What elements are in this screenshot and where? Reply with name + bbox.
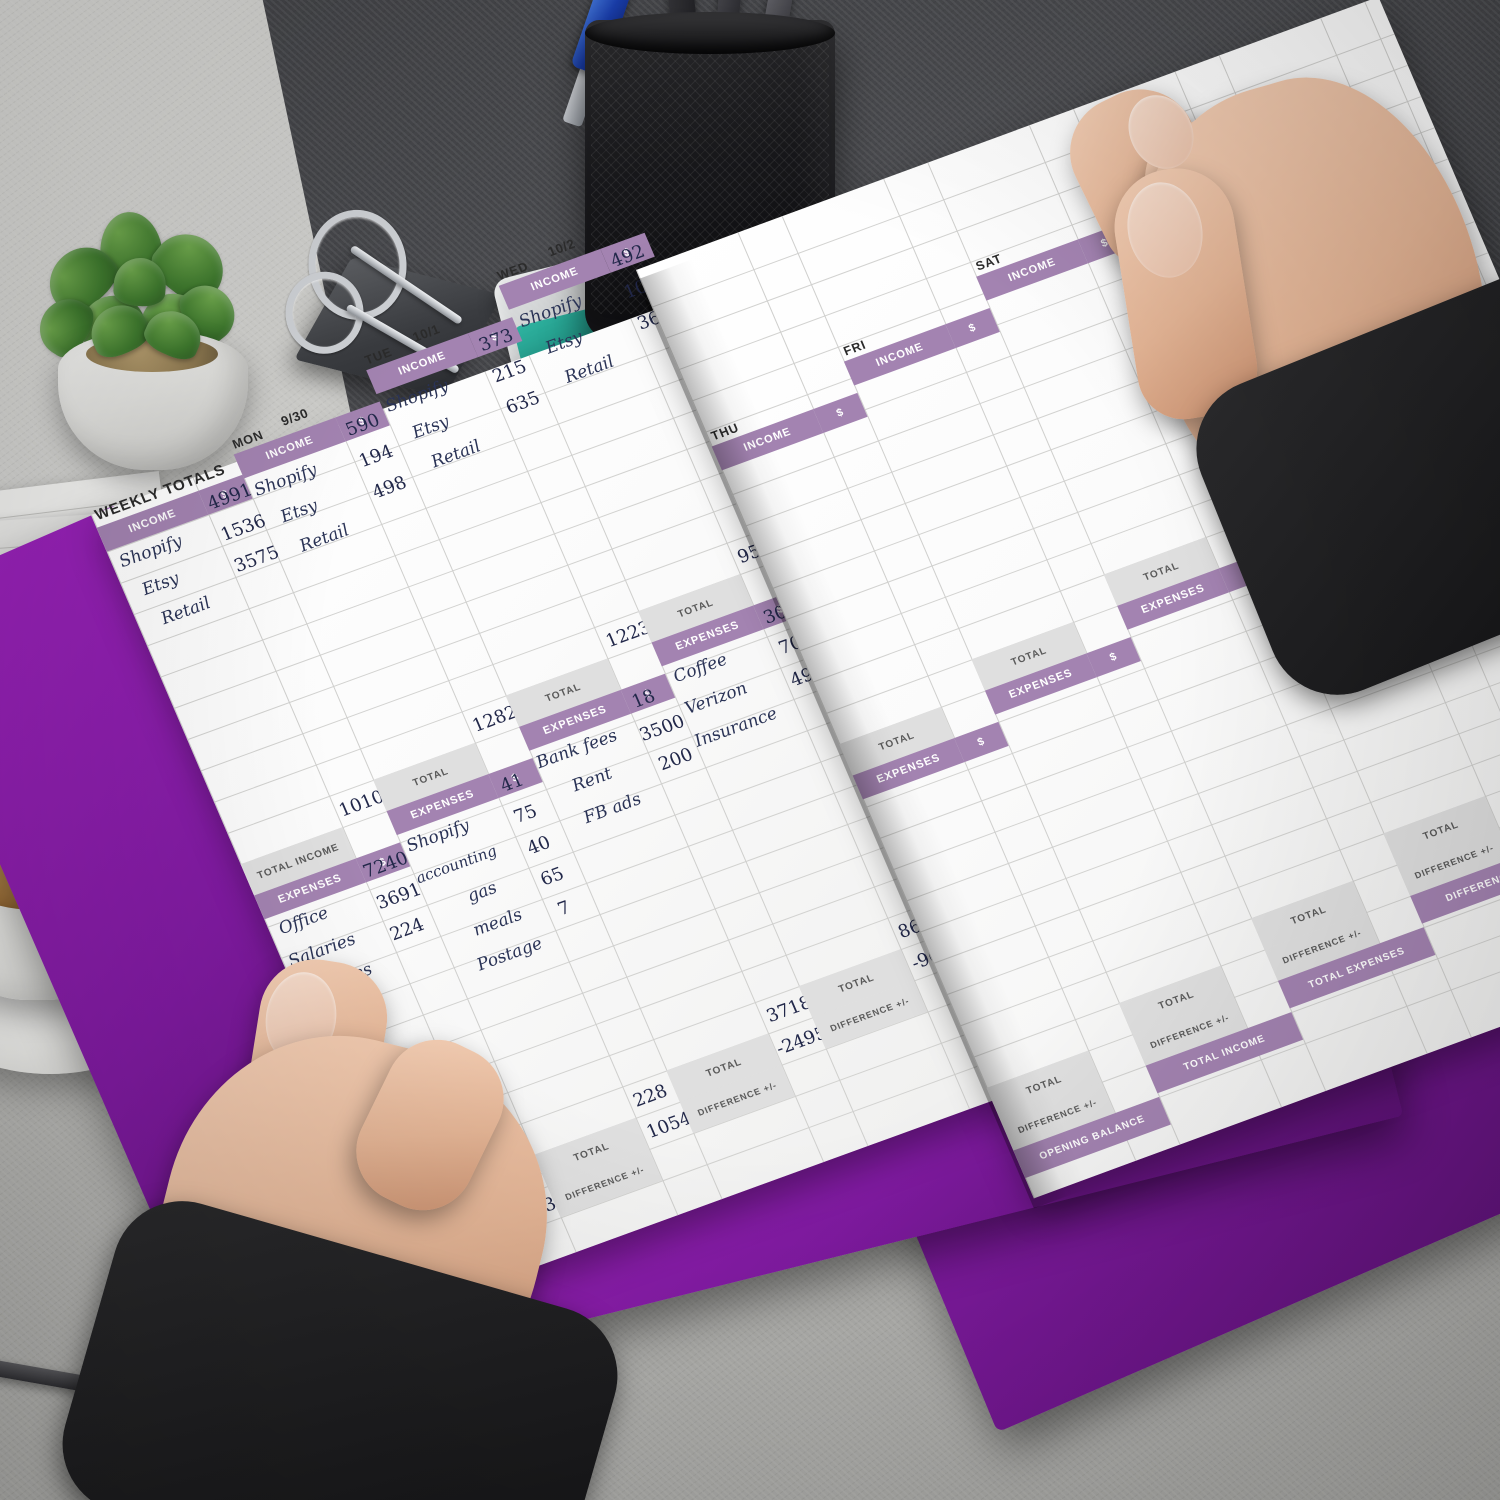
day-date-tue: 10/1 [410, 321, 443, 345]
left-hand [45, 920, 780, 1500]
day-date-wed: 10/2 [545, 235, 578, 260]
potted-succulent-plant [29, 208, 270, 470]
day-date-mon: 9/30 [278, 405, 311, 429]
cup-rim [585, 12, 835, 54]
right-hand [900, 42, 1500, 717]
